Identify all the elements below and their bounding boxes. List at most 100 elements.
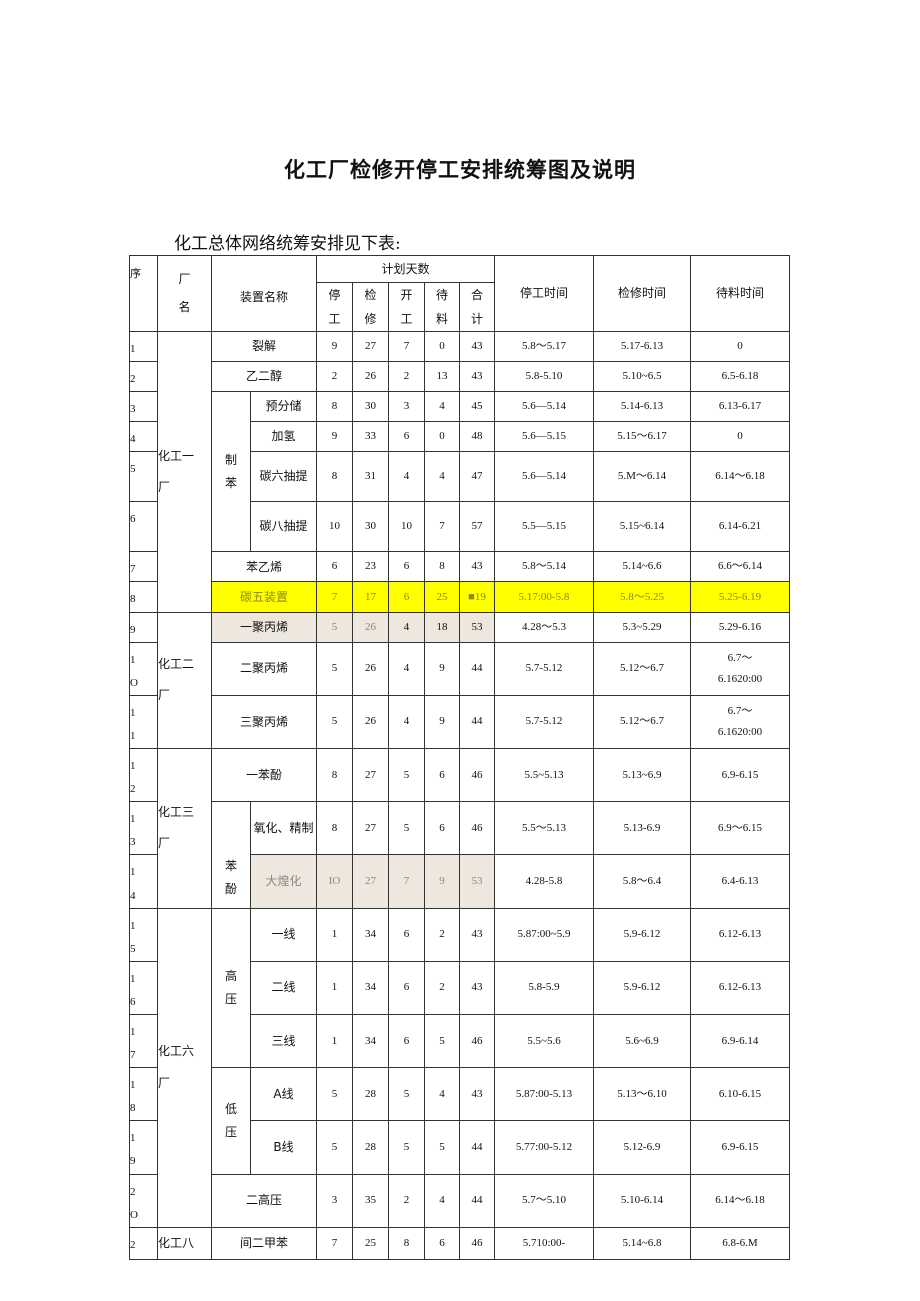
days-repair: 26 [352,611,389,643]
stop-time: 5.6—5.15 [494,421,594,453]
days-start: 6 [388,421,425,453]
days-repair: 34 [352,1013,389,1069]
days-total: 43 [459,361,495,393]
row-number: 1 6 [129,960,158,1015]
repair-time: 5.12～6.7 [593,641,691,696]
stop-time: 5.8-5.10 [494,361,594,393]
repair-time: 5.13～6.10 [593,1067,691,1122]
days-start: 6 [388,581,425,613]
days-start: 5 [388,1120,425,1175]
unit-name: 氧化、精制 [250,801,317,856]
days-stop: 8 [316,801,353,856]
wait-time: 6.9～6.15 [690,801,790,856]
days-stop: 8 [316,451,353,503]
stop-time: 5.7～5.10 [494,1173,594,1228]
factory-name: 化工三 厂 [157,748,212,909]
header-plan-days: 计划天数 [316,255,495,283]
header-start: 开 工 [388,282,425,332]
days-wait: 6 [424,748,460,803]
wait-time: 6.9-6.15 [690,748,790,803]
days-repair: 26 [352,641,389,696]
days-start: 2 [388,1173,425,1228]
wait-time: 5.25-6.19 [690,581,790,613]
days-repair: 23 [352,551,389,583]
wait-time: 6.4-6.13 [690,854,790,909]
unit-name: 乙二醇 [211,361,317,393]
days-stop: 7 [316,581,353,613]
days-wait: 9 [424,854,460,909]
unit-name: 三聚丙烯 [211,694,317,750]
repair-time: 5.12～6.7 [593,694,691,750]
wait-time: 6.8-6.M [690,1226,790,1260]
days-wait: 13 [424,361,460,393]
row-number: 2 [129,1226,158,1260]
schedule-table: 序 厂 名 装置名称 计划天数 停工时间 检修时间 待料时间 停 工 检 修 开… [129,255,790,1260]
row-number: 1 2 [129,748,158,803]
stop-time: 5.8～5.17 [494,330,594,363]
days-total: 47 [459,451,495,503]
days-stop: 2 [316,361,353,393]
unit-name: 预分储 [250,391,317,423]
wait-time: 6.7～ 6.1620:00 [690,694,790,750]
unit-name: 裂解 [211,330,317,363]
stop-time: 5.87:00~5.9 [494,907,594,962]
days-repair: 25 [352,1226,389,1260]
table-row: 2 O 二高压 3 35 2 4 44 5.7～5.10 5.10-6.14 6.14～6.18 [129,1173,790,1228]
repair-time: 5.9-6.12 [593,907,691,962]
table-row: 4 加氢 9 33 6 0 48 5.6—5.15 5.15～6.17 0 [129,421,790,453]
header-name: 装置名称 [211,255,317,332]
days-stop: 7 [316,1226,353,1260]
unit-name: 一聚丙烯 [211,611,317,643]
wait-time: 6.9-6.14 [690,1013,790,1069]
repair-time: 5.13~6.9 [593,748,691,803]
row-number: 1 4 [129,854,158,909]
days-total: 43 [459,960,495,1015]
days-stop: 5 [316,1120,353,1175]
header-repair: 检 修 [352,282,389,332]
days-start: 4 [388,641,425,696]
stop-time: 5.7-5.12 [494,694,594,750]
days-start: 10 [388,501,425,553]
stop-time: 5.77:00-5.12 [494,1120,594,1175]
header-repair-time: 检修时间 [593,255,691,332]
days-stop: 1 [316,1013,353,1069]
row-number: 1 O [129,641,158,696]
days-wait: 25 [424,581,460,613]
table-row: 7 苯乙烯 6 23 6 8 43 5.8～5.14 5.14~6.6 6.6～6.14 [129,551,790,583]
days-repair: 26 [352,694,389,750]
wait-time: 6.12-6.13 [690,907,790,962]
days-total: ■19 [459,581,495,613]
days-start: 7 [388,330,425,363]
table-row: 1 5 化工六 厂高 压一线 1 34 6 2 43 5.87:00~5.9 5.9-6.12 6… [129,907,790,1228]
days-repair: 33 [352,421,389,453]
days-repair: 30 [352,391,389,423]
row-number: 6 [129,501,158,553]
days-repair: 26 [352,361,389,393]
unit-name: 二线 [250,960,317,1015]
days-stop: IO [316,854,353,909]
days-total: 44 [459,1120,495,1175]
table-row: 1 1 三聚丙烯 5 26 4 9 44 5.7-5.12 5.12～6.7 6.7～ 6.162… [129,694,790,750]
days-wait: 18 [424,611,460,643]
days-stop: 10 [316,501,353,553]
days-wait: 4 [424,1173,460,1228]
wait-time: 0 [690,421,790,453]
wait-time: 0 [690,330,790,363]
wait-time: 6.7～ 6.1620:00 [690,641,790,696]
wait-time: 6.12-6.13 [690,960,790,1015]
days-start: 4 [388,611,425,643]
table-row: 1 6 二线 1 34 6 2 43 5.8-5.9 5.9-6.12 6.12-6.13 [129,960,790,1015]
stop-time: 5.710:00- [494,1226,594,1260]
unit-name: 大煌化 [250,854,317,909]
stop-time: 4.28-5.8 [494,854,594,909]
unit-name: 碳五装置 [211,581,317,613]
days-total: 53 [459,854,495,909]
unit-name: 一线 [250,907,317,962]
unit-name: 苯乙烯 [211,551,317,583]
days-total: 45 [459,391,495,423]
days-wait: 4 [424,451,460,503]
days-stop: 5 [316,641,353,696]
days-wait: 4 [424,391,460,423]
row-number: 1 [129,330,158,363]
